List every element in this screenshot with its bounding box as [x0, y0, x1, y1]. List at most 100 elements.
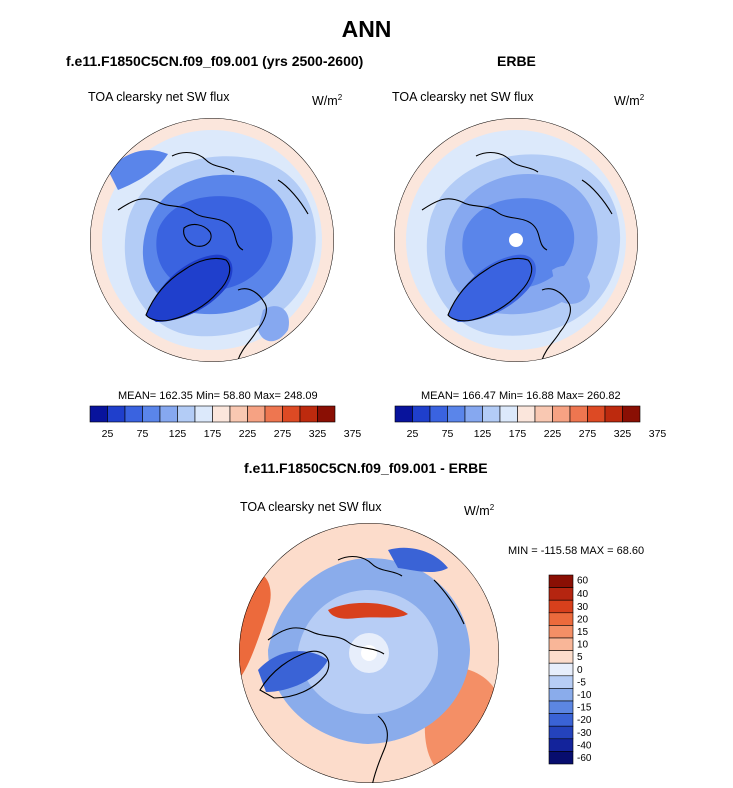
- model-colorbar-swatch: [124, 405, 143, 423]
- diff-colorbar-swatch: [548, 662, 574, 677]
- model-colorbar-tick-label: 375: [344, 428, 362, 440]
- obs-colorbar-swatch: [499, 405, 518, 423]
- panel-obs-stats: MEAN= 166.47 Min= 16.88 Max= 260.82: [421, 390, 621, 402]
- diff-colorbar-swatch: [548, 700, 574, 714]
- obs-colorbar-swatch: [604, 405, 623, 423]
- panel-model-units: W/m2: [312, 93, 343, 109]
- diff-coastlines: [259, 555, 465, 783]
- panel-model-variable: TOA clearsky net SW flux: [88, 90, 230, 104]
- diff-colorbar-tick-label: 0: [577, 665, 583, 676]
- model-field-greenland: [146, 254, 233, 322]
- model-colorbar-swatch: [264, 405, 283, 423]
- diff-colorbar-tick-label: -15: [577, 703, 592, 714]
- model-colorbar-swatch: [107, 405, 126, 423]
- obs-colorbar-swatch: [464, 405, 483, 423]
- diff-colorbar-swatch: [548, 675, 574, 689]
- model-colorbar-swatch: [299, 405, 318, 423]
- diff-colorbar-swatch: [548, 599, 574, 614]
- panel-diff-subtitle: f.e11.F1850C5CN.f09_f09.001 - ERBE: [244, 460, 488, 476]
- diff-colorbar-tick-label: 5: [577, 652, 583, 663]
- model-colorbar-swatch: [317, 405, 336, 423]
- diff-colorbar-tick-label: 10: [577, 640, 589, 651]
- model-colorbar-swatch: [229, 405, 248, 423]
- panel-diff-units: W/m2: [464, 503, 495, 519]
- model-colorbar-swatch: [282, 405, 301, 423]
- diff-colorbar-tick-label: -30: [577, 728, 592, 739]
- panel-diff-stats: MIN = -115.58 MAX = 68.60: [508, 545, 645, 557]
- obs-colorbar-tick-label: 175: [509, 428, 527, 440]
- diff-colorbar-tick-label: 30: [577, 602, 589, 613]
- model-colorbar-swatch: [142, 405, 161, 423]
- diff-colorbar-swatch: [548, 587, 574, 601]
- panel-obs-subtitle: ERBE: [497, 53, 536, 69]
- model-colorbar-tick-label: 175: [204, 428, 222, 440]
- model-colorbar-tick-label: 125: [169, 428, 187, 440]
- diff-colorbar-swatch: [548, 738, 574, 752]
- model-colorbar-tick-label: 225: [239, 428, 257, 440]
- diff-colorbar-swatch: [548, 650, 574, 664]
- panel-model-stats: MEAN= 162.35 Min= 58.80 Max= 248.09: [118, 390, 318, 402]
- model-coastlines: [117, 151, 309, 361]
- obs-colorbar-swatch: [412, 405, 431, 423]
- model-colorbar-swatch: [247, 405, 266, 423]
- obs-colorbar-swatch: [552, 405, 571, 423]
- diff-colorbar-swatch: [548, 688, 574, 702]
- diff-colorbar-swatch: [548, 637, 574, 651]
- obs-colorbar-swatch: [534, 405, 553, 423]
- obs-colorbar-swatch: [429, 405, 448, 423]
- diff-colorbar-swatch: [548, 625, 574, 639]
- diff-field-red-arc: [328, 602, 408, 619]
- diff-colorbar-swatch: [548, 713, 574, 727]
- obs-colorbar-tick-label: 325: [614, 428, 632, 440]
- diff-colorbar-swatch: [548, 612, 574, 626]
- panel-model-subtitle: f.e11.F1850C5CN.f09_f09.001 (yrs 2500-26…: [66, 53, 364, 69]
- obs-colorbar-tick-label: 125: [474, 428, 492, 440]
- model-field-siberia: [108, 150, 168, 190]
- obs-colorbar-tick-label: 275: [579, 428, 597, 440]
- obs-coastlines: [421, 151, 613, 361]
- panel-obs-units: W/m2: [614, 93, 645, 109]
- diff-colorbar-tick-label: 20: [577, 614, 589, 625]
- panel-diff-map: [239, 523, 499, 783]
- panel-model-map: [90, 118, 334, 362]
- diff-field-blue-greenland: [258, 651, 328, 692]
- panel-obs-map: [394, 118, 638, 362]
- diff-colorbar-tick-label: 60: [577, 576, 589, 587]
- diff-field-blue-north: [388, 547, 448, 573]
- obs-pole-hole: [509, 233, 523, 247]
- diff-colorbar-tick-label: -60: [577, 753, 592, 764]
- panel-obs-variable: TOA clearsky net SW flux: [392, 90, 534, 104]
- diff-colorbar-tick-label: -5: [577, 677, 586, 688]
- model-colorbar-swatch: [212, 405, 231, 423]
- model-colorbar-swatch: [194, 405, 213, 423]
- diff-colorbar-tick-label: -10: [577, 690, 592, 701]
- obs-colorbar-swatch: [447, 405, 466, 423]
- model-colorbar-swatch: [159, 405, 178, 423]
- model-colorbar-tick-label: 25: [102, 428, 114, 440]
- model-colorbar-tick-label: 75: [137, 428, 149, 440]
- diff-colorbar-tick-label: -20: [577, 715, 592, 726]
- obs-colorbar-swatch: [394, 405, 413, 423]
- obs-colorbar-tick-label: 375: [649, 428, 667, 440]
- model-colorbar-swatch: [177, 405, 196, 423]
- diff-colorbar-swatch: [548, 574, 574, 588]
- obs-colorbar-swatch: [569, 405, 588, 423]
- obs-colorbar-swatch: [517, 405, 536, 423]
- panel-model-colorbar: 25 75 125 175 225 275 325 375: [89, 405, 361, 440]
- panel-diff-variable: TOA clearsky net SW flux: [240, 500, 382, 514]
- obs-colorbar-tick-label: 75: [442, 428, 454, 440]
- diff-colorbar-swatch: [548, 751, 574, 765]
- panel-obs-colorbar: 25 75 125 175 225 275 325 375: [394, 405, 666, 440]
- obs-field-greenland: [448, 254, 536, 322]
- model-colorbar-tick-label: 275: [274, 428, 292, 440]
- obs-colorbar-swatch: [482, 405, 501, 423]
- model-colorbar-tick-label: 325: [309, 428, 327, 440]
- diff-colorbar-tick-label: 15: [577, 627, 589, 638]
- model-colorbar-swatch: [89, 405, 108, 423]
- obs-colorbar-tick-label: 25: [407, 428, 419, 440]
- diff-colorbar-tick-label: 40: [577, 589, 589, 600]
- diff-colorbar-tick-label: -40: [577, 740, 592, 751]
- obs-colorbar-tick-label: 225: [544, 428, 562, 440]
- main-title: ANN: [341, 16, 392, 42]
